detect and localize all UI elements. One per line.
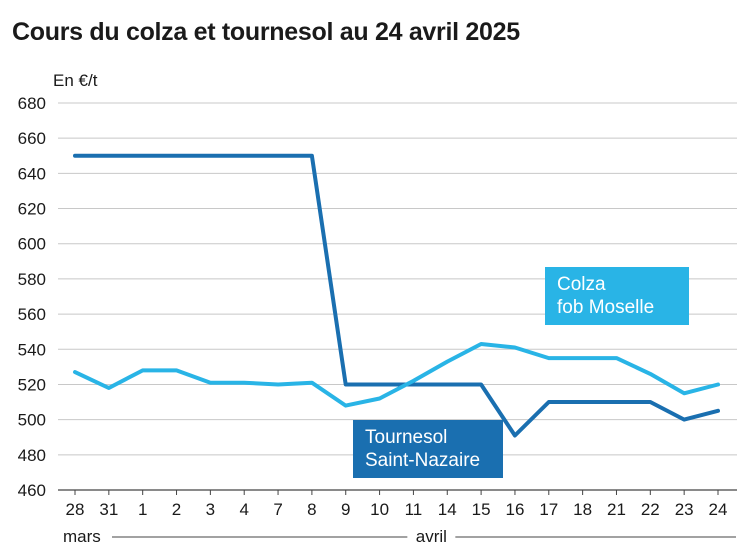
legend-colza: Colza fob Moselle: [545, 267, 689, 325]
month-label-mars: mars: [63, 527, 101, 546]
x-tick-label: 2: [172, 500, 181, 519]
y-tick-label: 480: [18, 446, 46, 465]
y-tick-label: 520: [18, 375, 46, 394]
series-line-tournesol: [73, 153, 720, 438]
chart-title: Cours du colza et tournesol au 24 avril …: [12, 18, 520, 46]
x-tick-label: 22: [641, 500, 660, 519]
x-tick-label: 31: [99, 500, 118, 519]
x-tick-label: 9: [341, 500, 350, 519]
x-tick-label: 11: [405, 500, 423, 519]
y-tick-label: 500: [18, 411, 46, 430]
legend-tournesol: Tournesol Saint-Nazaire: [353, 420, 503, 478]
x-tick-label: 14: [438, 500, 457, 519]
x-tick-label: 15: [472, 500, 491, 519]
x-tick-label: 28: [66, 500, 85, 519]
y-tick-label: 620: [18, 200, 46, 219]
legend-tournesol-line2: Saint-Nazaire: [365, 450, 481, 471]
x-tick-label: 1: [138, 500, 147, 519]
x-axis-tick-labels: 28 31 1 2 3 4 7 8 9 10 11 14 15 16 17 18 21 22 23 24: [66, 490, 728, 519]
y-tick-label: 540: [18, 340, 46, 359]
month-labels: mars avril: [63, 527, 736, 546]
y-axis-unit-label: En €/t: [53, 71, 98, 90]
legend-colza-line1: Colza: [557, 274, 606, 295]
x-tick-label: 21: [607, 500, 626, 519]
x-tick-label: 16: [505, 500, 524, 519]
x-tick-label: 7: [273, 500, 282, 519]
y-tick-label: 600: [18, 235, 46, 254]
x-tick-label: 24: [709, 500, 728, 519]
x-tick-label: 17: [539, 500, 558, 519]
y-tick-label: 640: [18, 164, 46, 183]
x-tick-label: 8: [307, 500, 316, 519]
y-tick-label: 580: [18, 270, 46, 289]
y-axis-tick-labels: 460 480 500 520 540 560 580 600 620 640 660 680: [18, 94, 46, 500]
x-tick-label: 23: [675, 500, 694, 519]
y-tick-label: 460: [18, 481, 46, 500]
x-tick-label: 18: [573, 500, 592, 519]
legend-colza-line2: fob Moselle: [557, 297, 655, 318]
y-tick-label: 560: [18, 305, 46, 324]
y-tick-label: 680: [18, 94, 46, 113]
legend-tournesol-line1: Tournesol: [365, 427, 448, 448]
series-lines: [73, 153, 720, 438]
series-line-colza: [73, 342, 720, 408]
y-tick-label: 660: [18, 129, 46, 148]
x-tick-label: 4: [239, 500, 248, 519]
month-label-avril: avril: [416, 527, 447, 546]
x-tick-label: 3: [206, 500, 215, 519]
x-tick-label: 10: [370, 500, 389, 519]
